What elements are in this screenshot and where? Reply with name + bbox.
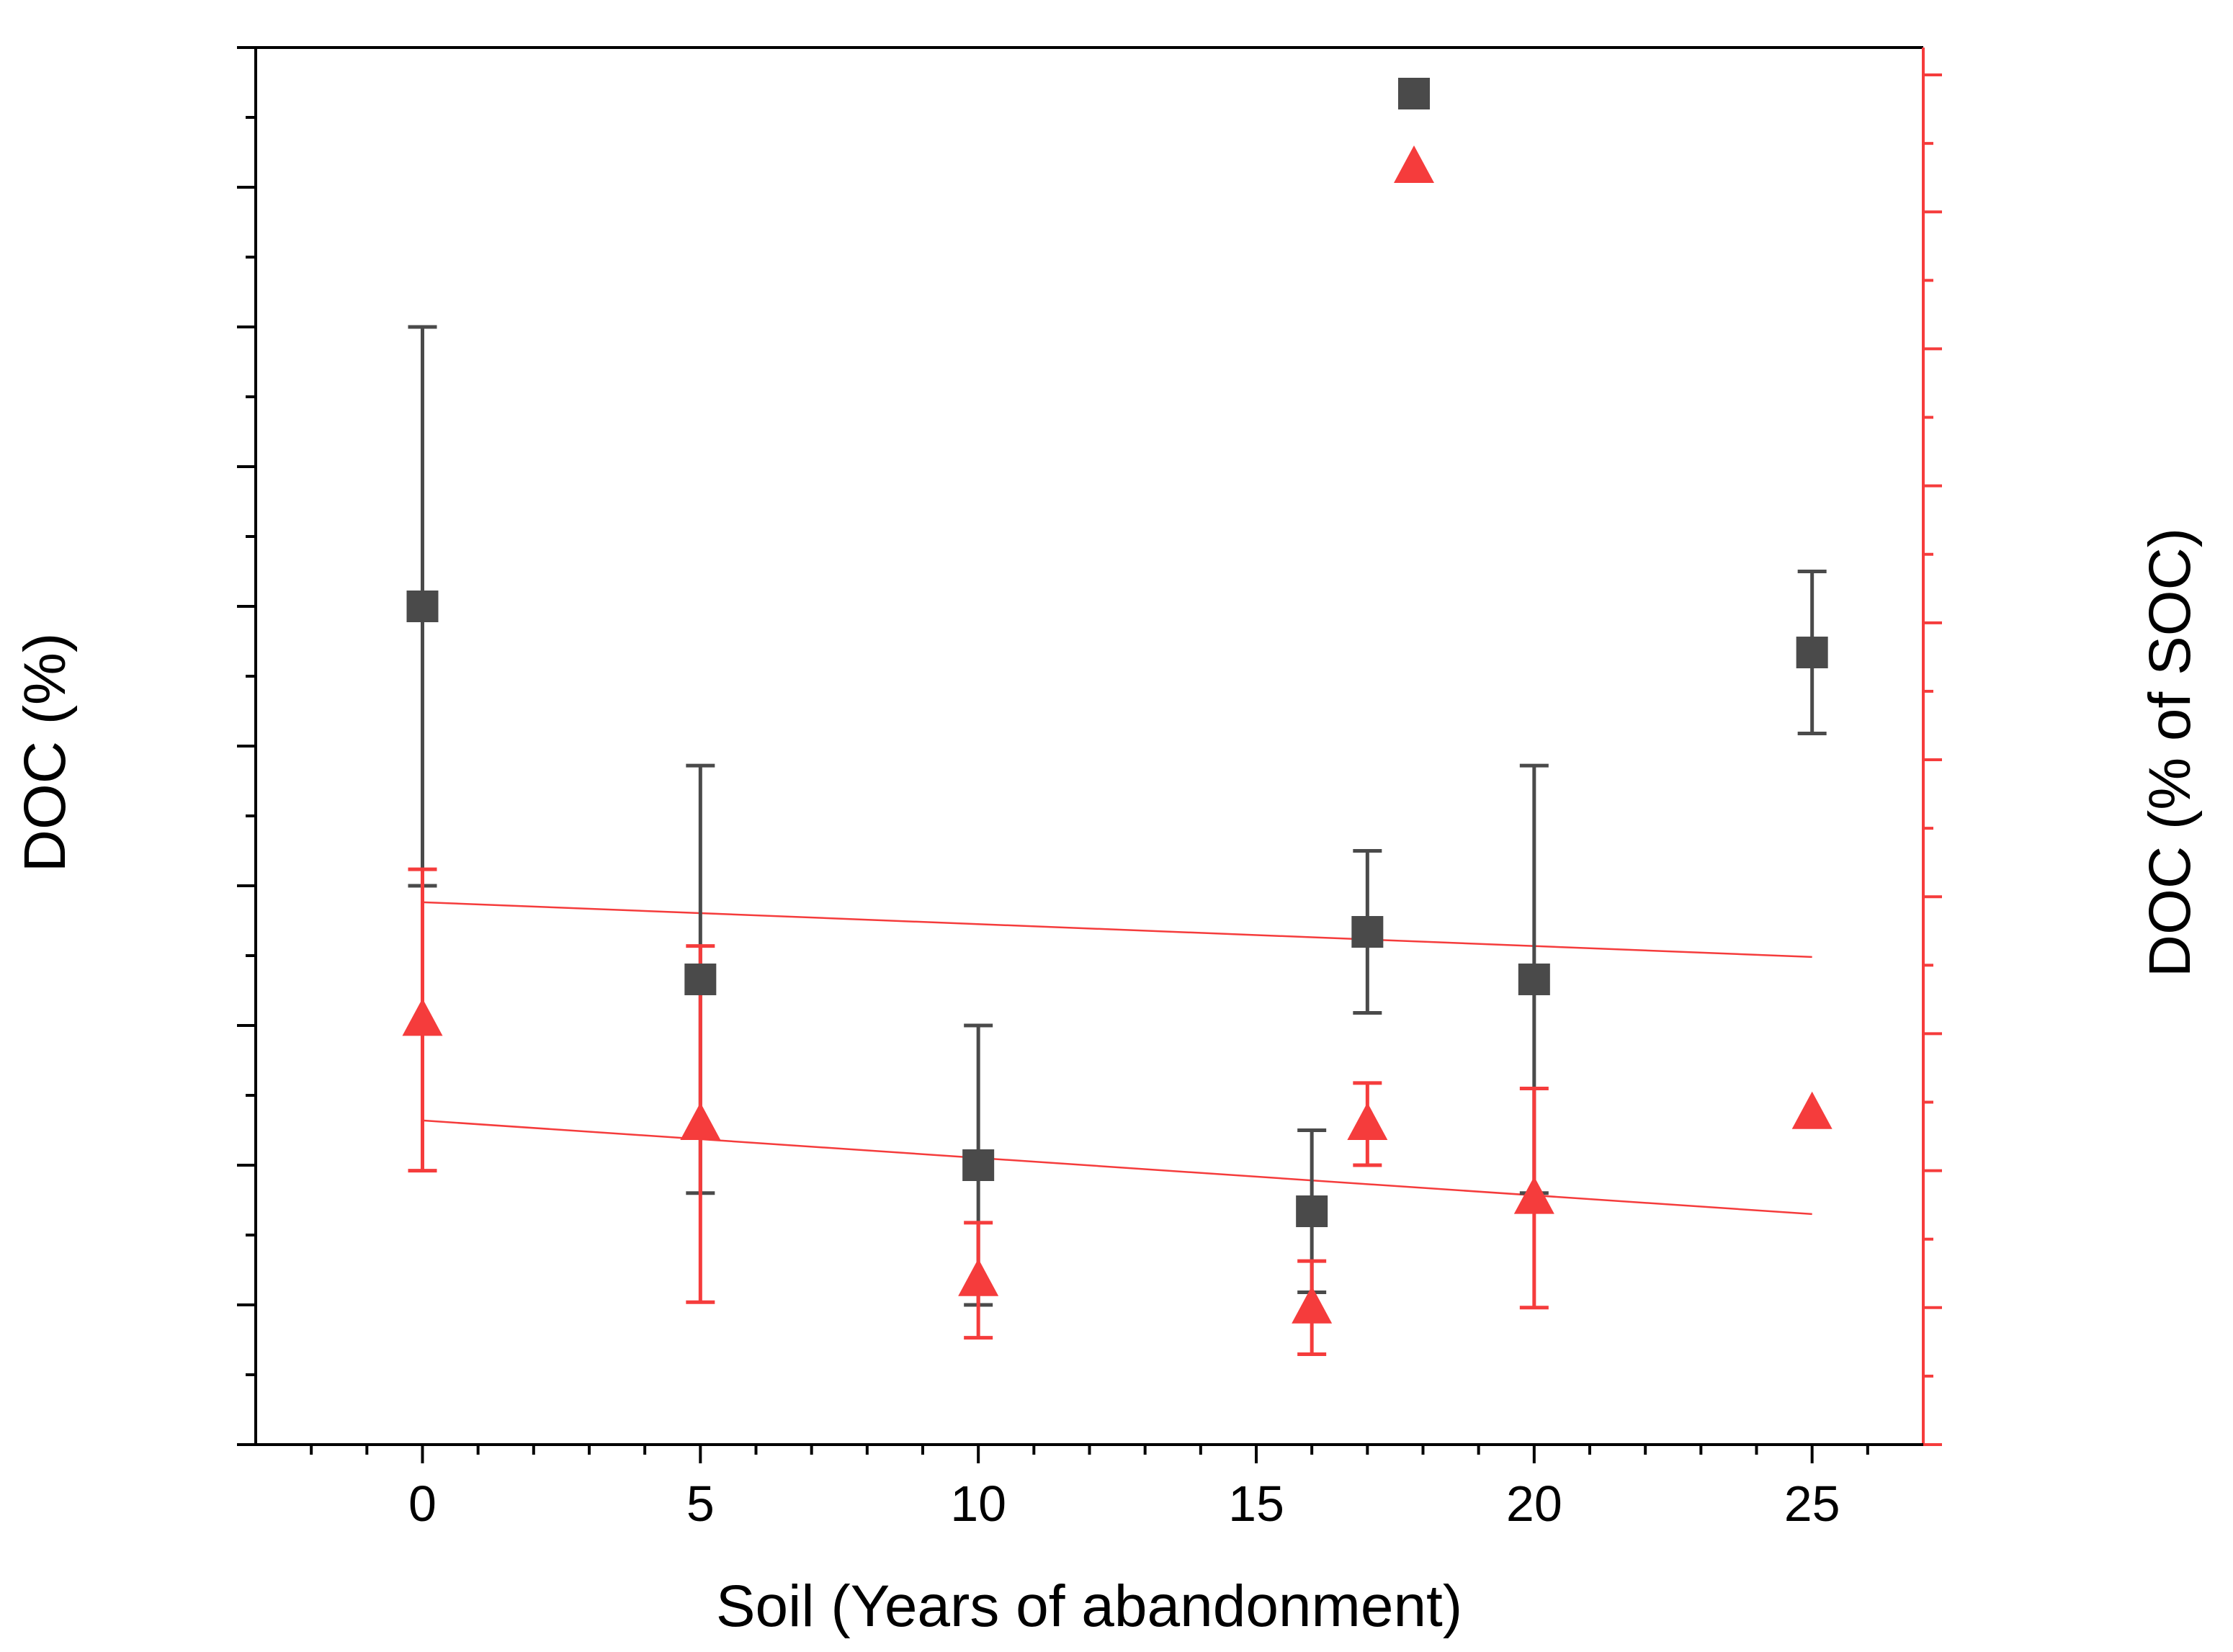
- doc-point: [1518, 963, 1550, 995]
- x-tick-label: 15: [1228, 1476, 1284, 1532]
- trend-line: [422, 1119, 1812, 1216]
- x-tick-label: 25: [1784, 1476, 1840, 1532]
- x-tick-label: 10: [950, 1476, 1006, 1532]
- data-markers: [402, 591, 1833, 1324]
- soc-point: [958, 1258, 999, 1296]
- y2-axis-label: DOC (% of SOC): [2137, 528, 2203, 977]
- x-axis-label: Soil (Years of abandonment): [716, 1574, 1462, 1639]
- right-y-axis: [1922, 48, 1942, 1446]
- doc-point: [1351, 916, 1384, 948]
- soc-point: [402, 998, 443, 1036]
- legend-soc-marker: [1394, 145, 1434, 183]
- trend-lines: [422, 901, 1812, 1216]
- soc-point: [1791, 1091, 1833, 1129]
- trend-line: [422, 901, 1812, 959]
- legend-doc-marker: [1398, 78, 1430, 109]
- legend: [1394, 78, 1434, 183]
- x-axis: 0 5 10 15 20 25: [256, 1443, 1923, 1532]
- x-tick-label: 5: [686, 1476, 715, 1532]
- soc-point: [1513, 1176, 1554, 1214]
- x-tick-label: 20: [1506, 1476, 1562, 1532]
- soc-point: [680, 1102, 721, 1140]
- doc-point: [1296, 1195, 1328, 1228]
- doc-point: [1796, 637, 1828, 669]
- soc-point: [1292, 1285, 1333, 1324]
- doc-point: [406, 591, 439, 622]
- x-tick-label: 0: [408, 1476, 437, 1532]
- left-y-axis: [237, 46, 257, 1446]
- doc-point: [962, 1149, 995, 1181]
- soc-point: [1347, 1102, 1388, 1140]
- doc-point: [684, 963, 717, 995]
- y-axis-label: DOC (%): [12, 633, 78, 873]
